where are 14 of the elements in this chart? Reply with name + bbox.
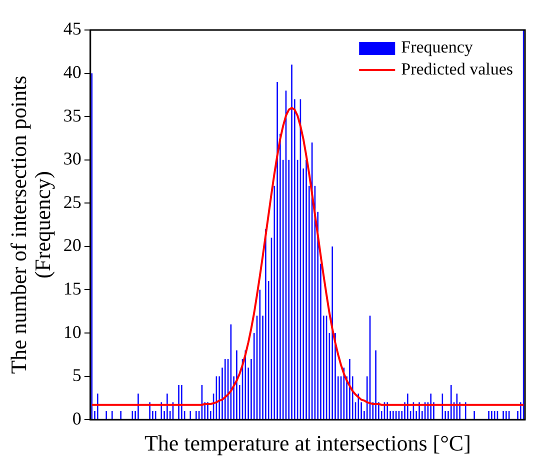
x-axis-title: The temperature at intersections [°C] bbox=[144, 430, 471, 456]
y-tick-label: 40 bbox=[63, 62, 82, 82]
legend-label: Frequency bbox=[401, 37, 474, 56]
y-tick-label: 35 bbox=[63, 105, 82, 126]
y-tick-label: 20 bbox=[63, 235, 82, 256]
y-tick-label: 45 bbox=[63, 18, 82, 39]
y-tick-label: 5 bbox=[72, 365, 82, 386]
y-tick-label: 25 bbox=[63, 192, 82, 212]
y-tick-label: 0 bbox=[72, 408, 82, 428]
y-axis-title: The number of intersection points (Frequency) bbox=[6, 76, 56, 374]
y-tick-label: 30 bbox=[63, 148, 82, 169]
y-tick-label: 10 bbox=[63, 322, 82, 342]
y-tick-label: 15 bbox=[63, 278, 82, 298]
legend-label: Predicted values bbox=[401, 59, 514, 78]
